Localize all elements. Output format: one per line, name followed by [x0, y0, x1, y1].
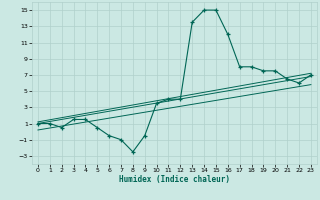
- X-axis label: Humidex (Indice chaleur): Humidex (Indice chaleur): [119, 175, 230, 184]
